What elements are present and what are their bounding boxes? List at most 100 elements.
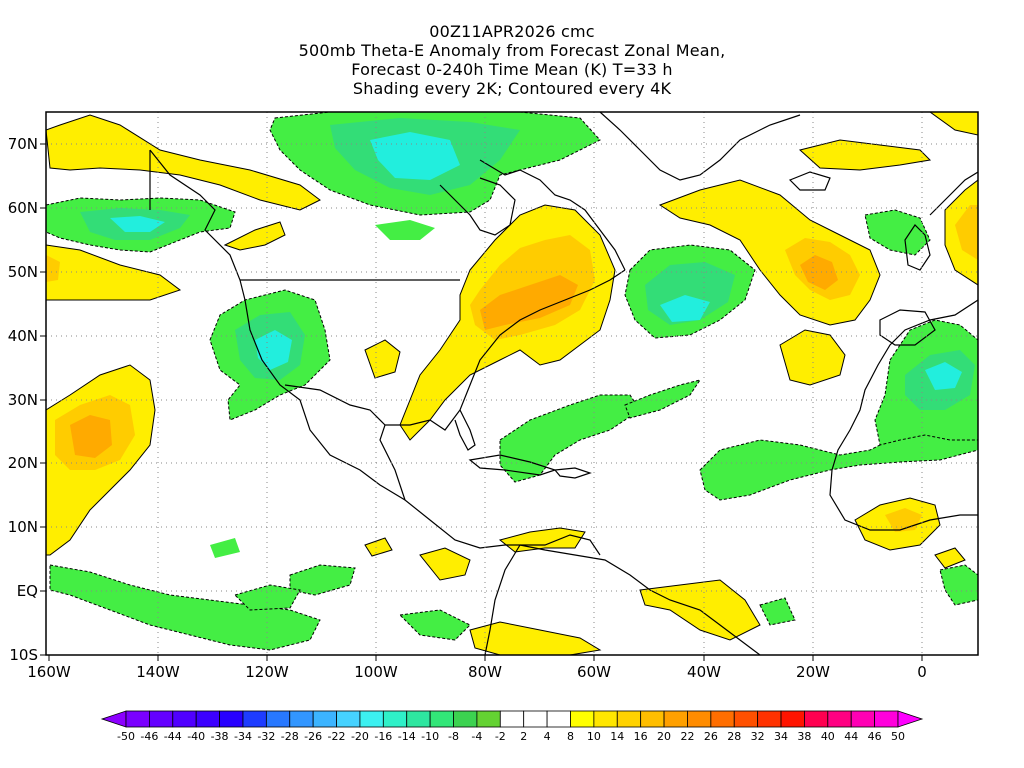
coastline-cuba — [468, 454, 557, 476]
colorbar-swatch — [242, 710, 267, 728]
colorbar-swatch — [874, 710, 899, 728]
colorbar-swatch — [593, 710, 618, 728]
lon-label: 0 — [917, 663, 927, 681]
colorbar-label: 4 — [544, 730, 551, 743]
colorbar-label: 22 — [680, 730, 694, 743]
coastline-north-america — [149, 149, 601, 556]
colorbar-swatch — [780, 710, 805, 728]
colorbar-label: 50 — [891, 730, 905, 743]
anomaly-region — [405, 196, 455, 212]
anomaly-region — [370, 132, 460, 180]
lat-label: 70N — [8, 135, 38, 153]
coastline-gulf-coast — [379, 269, 626, 501]
anomaly-region — [759, 597, 796, 626]
colorbar-label: -2 — [495, 730, 506, 743]
title-line-1: 00Z11APR2026 cmc — [429, 22, 595, 41]
colorbar-label: 16 — [634, 730, 648, 743]
colorbar-swatch — [172, 710, 197, 728]
colorbar-label: -26 — [304, 730, 322, 743]
colorbar-label: 46 — [868, 730, 882, 743]
anomaly-region — [419, 547, 471, 581]
lat-label: 30N — [8, 391, 38, 409]
us-mexico-border — [284, 384, 386, 426]
anomaly-region — [499, 394, 641, 483]
colorbar-label: -50 — [117, 730, 135, 743]
lon-label: 60W — [577, 663, 611, 681]
coastline-florida — [454, 409, 476, 451]
colorbar-swatch — [195, 710, 220, 728]
anomaly-region — [364, 537, 393, 557]
tick-marks — [40, 143, 923, 661]
colorbar-label: -8 — [448, 730, 459, 743]
colorbar-label: -28 — [281, 730, 299, 743]
anomaly-region — [699, 394, 978, 501]
colorbar-label: -4 — [471, 730, 482, 743]
colorbar-label: 2 — [520, 730, 527, 743]
colorbar-swatch — [382, 710, 408, 728]
colorbar-label: 28 — [727, 730, 741, 743]
colorbar-label: -46 — [140, 730, 158, 743]
coastline-hispaniola — [553, 467, 592, 479]
colorbar-label: -32 — [257, 730, 275, 743]
anomaly-region — [939, 564, 978, 606]
colorbar-label: 40 — [821, 730, 835, 743]
lon-label: 40W — [687, 663, 721, 681]
anomaly-region — [398, 609, 471, 641]
coastlines — [149, 112, 978, 655]
lon-label: 140W — [136, 663, 180, 681]
lat-label: 10N — [8, 518, 38, 536]
anomaly-region — [925, 362, 962, 390]
lat-label: 10S — [9, 646, 38, 664]
colorbar-swatch — [616, 710, 642, 728]
coastline-scandinavia — [929, 171, 978, 216]
title-line-4: Shading every 2K; Contoured every 4K — [352, 79, 672, 98]
coastline-hudson-bay — [439, 177, 516, 236]
colorbar-label: -44 — [164, 730, 182, 743]
colorbar-swatch — [359, 710, 384, 728]
colorbar-label: 44 — [844, 730, 858, 743]
lon-label: 120W — [245, 663, 289, 681]
anomaly-region — [864, 209, 931, 256]
coastline-iberia — [879, 309, 936, 346]
colorbar-swatch — [476, 710, 501, 728]
colorbar-swatch — [850, 710, 876, 728]
colorbar-swatch — [406, 710, 431, 728]
map-title: 00Z11APR2026 cmc 500mb Theta-E Anomaly f… — [0, 22, 1024, 98]
colorbar-swatch — [546, 710, 571, 728]
colorbar-swatch — [336, 710, 361, 728]
colorbar-label: -22 — [328, 730, 346, 743]
colorbar-label: -38 — [211, 730, 229, 743]
colorbar-label: 26 — [704, 730, 718, 743]
colorbar-swatch — [429, 710, 454, 728]
colorbar-label: -20 — [351, 730, 369, 743]
lon-label: 100W — [354, 663, 398, 681]
anomaly-region — [480, 275, 578, 330]
colorbar-label: -10 — [421, 730, 439, 743]
anomaly-region — [929, 112, 978, 136]
colorbar-swatch — [219, 710, 244, 728]
colorbar-arrow-high — [897, 710, 924, 728]
anomaly-region — [49, 564, 321, 651]
colorbar-label: 20 — [657, 730, 671, 743]
lon-label: 20W — [796, 663, 830, 681]
coastline-greenland — [599, 112, 801, 181]
colorbar-label: 34 — [774, 730, 788, 743]
colorbar-swatch — [804, 710, 829, 728]
anomaly-region — [255, 330, 292, 370]
colorbar-label: 32 — [751, 730, 765, 743]
lat-label: 50N — [8, 263, 38, 281]
anomaly-region — [375, 220, 435, 240]
colorbar-label: -16 — [374, 730, 392, 743]
colorbar-arrow-low — [100, 710, 127, 728]
us-border — [149, 150, 460, 281]
title-line-2: 500mb Theta-E Anomaly from Forecast Zona… — [298, 41, 726, 60]
lon-label: 160W — [27, 663, 71, 681]
colorbar-label: -40 — [187, 730, 205, 743]
anomaly-region — [660, 295, 710, 322]
anomaly-region — [498, 527, 586, 553]
colorbar-swatch — [499, 710, 525, 728]
anomaly-region — [364, 339, 401, 379]
colorbar-swatch — [523, 710, 548, 728]
colorbar-swatch — [453, 710, 478, 728]
anomaly-region — [624, 379, 702, 419]
